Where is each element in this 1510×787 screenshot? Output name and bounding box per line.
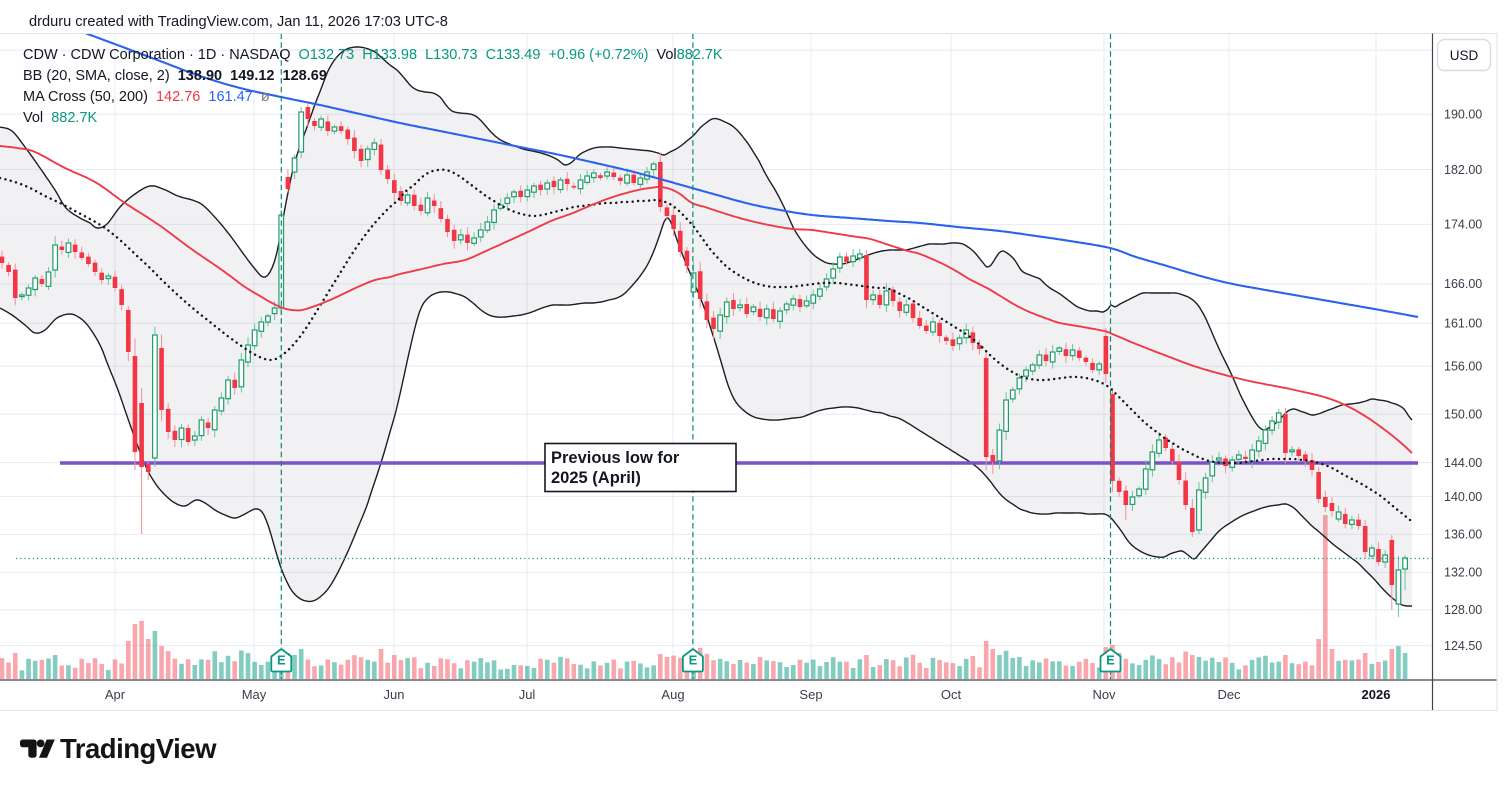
svg-text:TradingView: TradingView	[60, 733, 217, 764]
svg-text:BB (20, SMA, close, 2) 138.90: BB (20, SMA, close, 2) 138.90 149.12 128…	[23, 68, 327, 84]
svg-text:2026: 2026	[1362, 687, 1391, 702]
svg-text:CDW · CDW Corporation · 1D · N: CDW · CDW Corporation · 1D · NASDAQ O132…	[23, 47, 723, 63]
svg-text:Nov: Nov	[1092, 687, 1116, 702]
svg-text:Aug: Aug	[661, 687, 684, 702]
svg-text:124.50: 124.50	[1444, 639, 1482, 653]
svg-text:E: E	[277, 653, 286, 668]
svg-text:190.00: 190.00	[1444, 108, 1482, 122]
svg-text:USD: USD	[1450, 48, 1479, 63]
svg-text:136.00: 136.00	[1444, 528, 1482, 542]
svg-text:Oct: Oct	[941, 687, 962, 702]
svg-text:140.00: 140.00	[1444, 490, 1482, 504]
svg-text:182.00: 182.00	[1444, 163, 1482, 177]
svg-text:MA Cross (50, 200) 142.76 16: MA Cross (50, 200) 142.76 161.47 ø	[23, 89, 270, 105]
svg-text:166.00: 166.00	[1444, 277, 1482, 291]
svg-text:Previous low for: Previous low for	[551, 449, 680, 467]
svg-text:144.00: 144.00	[1444, 456, 1482, 470]
svg-text:Jun: Jun	[384, 687, 405, 702]
svg-text:E: E	[689, 653, 698, 668]
svg-text:Dec: Dec	[1217, 687, 1241, 702]
svg-text:E: E	[1106, 653, 1115, 668]
svg-text:156.00: 156.00	[1444, 359, 1482, 373]
svg-text:Jul: Jul	[519, 687, 536, 702]
svg-text:drduru created with TradingVie: drduru created with TradingView.com, Jan…	[29, 14, 448, 30]
svg-text:174.00: 174.00	[1444, 218, 1482, 232]
svg-text:128.00: 128.00	[1444, 603, 1482, 617]
svg-text:161.00: 161.00	[1444, 317, 1482, 331]
svg-text:May: May	[242, 687, 267, 702]
svg-text:132.00: 132.00	[1444, 566, 1482, 580]
svg-text:150.00: 150.00	[1444, 407, 1482, 421]
svg-text:Apr: Apr	[105, 687, 126, 702]
svg-text:2025 (April): 2025 (April)	[551, 469, 641, 487]
svg-text:Sep: Sep	[799, 687, 822, 702]
svg-text:Vol 882.7K: Vol 882.7K	[23, 110, 98, 126]
